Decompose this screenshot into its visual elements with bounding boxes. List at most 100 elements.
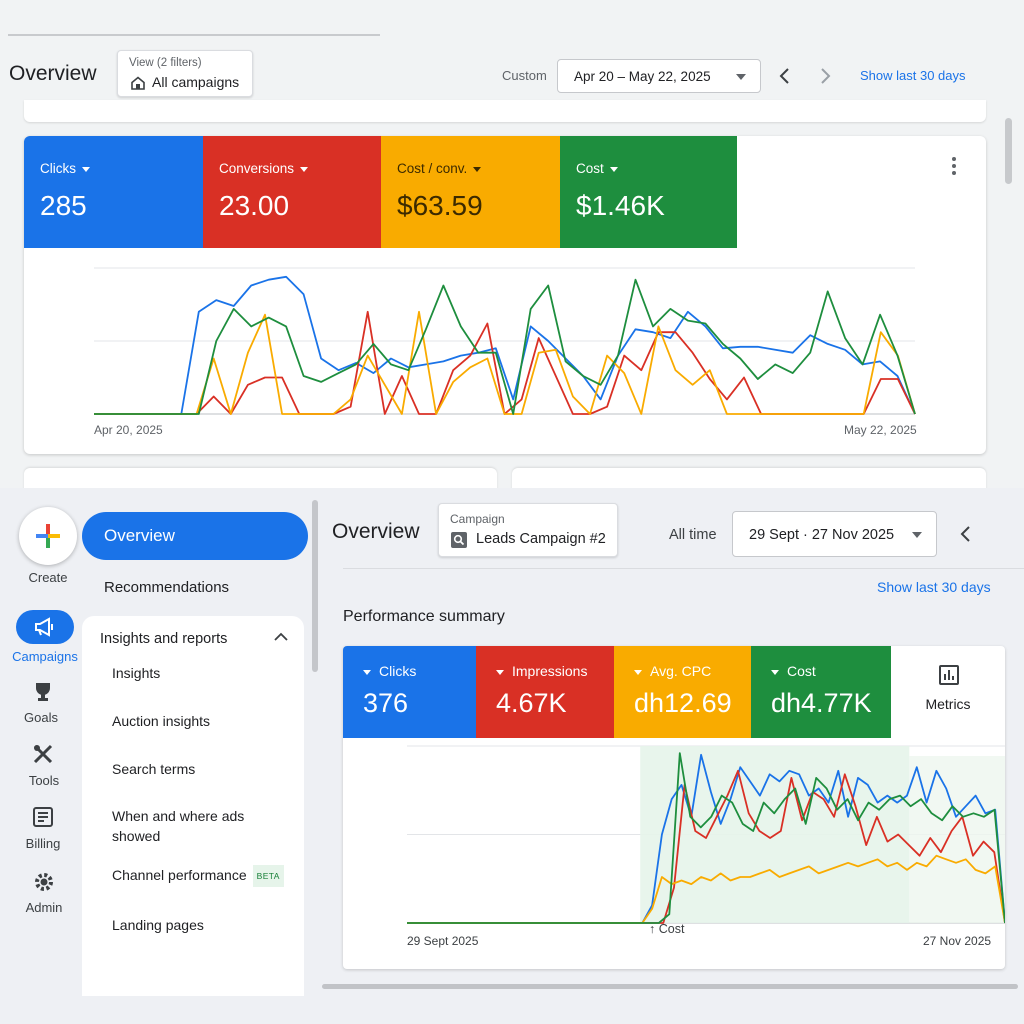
section-title: Performance summary [343,608,505,625]
cost-annotation: ↑ Cost [649,922,685,936]
more-vert-icon[interactable] [950,156,958,176]
caret-down-icon [496,669,504,675]
filter-label: View (2 filters) [129,57,202,69]
create-button[interactable] [19,507,77,565]
avg-cpc-tile[interactable]: Avg. CPC dh12.69 [614,646,751,738]
tile-value: $63.59 [397,190,483,221]
billing-icon[interactable] [31,805,55,829]
tile-label: Cost [787,663,816,679]
tile-value: 4.67K [496,688,567,718]
range-type-label: All time [669,527,717,543]
page-title: Overview [332,520,420,543]
chevron-right-icon[interactable] [815,66,835,86]
impressions-tile[interactable]: Impressions 4.67K [476,646,614,738]
caret-down-icon [771,669,779,675]
nav-insights[interactable]: Insights [112,665,161,681]
caret-down-icon [363,669,371,675]
nav-landing-pages[interactable]: Landing pages [112,917,204,933]
date-range-text: 29 Sept · 27 Nov 2025 [749,527,895,543]
nav-overview-label: Overview [104,526,175,545]
cost-tile[interactable]: Cost $1.46K [560,136,737,248]
caret-down-icon [609,166,618,172]
scrollbar[interactable] [322,984,1018,989]
chevron-up-icon[interactable] [274,632,288,642]
rail-label-goals[interactable]: Goals [24,710,58,725]
divider [343,568,1024,569]
rail-label-admin[interactable]: Admin [25,900,63,915]
rail-label-tools[interactable]: Tools [28,773,60,788]
clicks-tile[interactable]: Clicks 376 [343,646,476,738]
nav-overview[interactable]: Overview [82,512,308,560]
tile-value: 285 [40,190,87,221]
series-line-3 [94,278,916,415]
metrics-label: Metrics [925,696,971,712]
show-last-30-days-link[interactable]: Show last 30 days [877,579,991,595]
tile-label: Clicks [379,663,417,679]
card-stub [512,468,986,488]
nav-recommendations[interactable]: Recommendations [104,579,230,596]
series-line-0 [94,275,916,415]
chevron-left-icon[interactable] [956,524,976,544]
insights-submenu: Insights and reports Insights Auction in… [82,616,304,996]
series-line-3 [407,752,1005,924]
scrollbar[interactable] [1005,118,1012,184]
selection-highlight-tail [909,756,1005,923]
rail-label-billing[interactable]: Billing [25,836,61,851]
tile-label: Cost [576,161,604,176]
nav-auction-insights[interactable]: Auction insights [112,713,211,729]
date-range-picker[interactable]: Apr 20 – May 22, 2025 [557,59,761,93]
x-axis-start-label: 29 Sept 2025 [407,934,479,948]
x-axis-end-label: 27 Nov 2025 [923,934,992,948]
cost-per-conv-tile[interactable]: Cost / conv. $63.59 [381,136,560,248]
tile-value: dh12.69 [634,688,732,718]
chevron-left-icon[interactable] [775,66,795,86]
view-filter-button[interactable]: View (2 filters) All campaigns [117,50,253,97]
tools-icon[interactable] [31,742,55,766]
bar-chart-icon [939,665,959,685]
search-icon [451,532,467,548]
performance-card: Clicks 285 Conversions 23.00 Cost / conv… [24,136,986,454]
caret-down-icon [736,74,746,80]
series-line-1 [94,310,916,415]
metrics-button[interactable]: Metrics [891,646,1005,738]
conversions-tile[interactable]: Conversions 23.00 [203,136,381,248]
campaigns-nav-button[interactable] [16,610,74,644]
cost-annotation-label: Cost [658,922,685,936]
insights-header[interactable]: Insights and reports [100,631,228,647]
trophy-icon[interactable] [31,680,55,704]
tile-value: 23.00 [219,190,290,221]
show-last-30-days-link[interactable]: Show last 30 days [860,68,966,83]
tile-label: Conversions [219,161,295,176]
series-line-2 [94,310,916,415]
scrollbar[interactable] [312,500,318,672]
caret-down-icon [634,669,642,675]
card-stub [24,468,497,488]
top-overview-panel: Overview View (2 filters) All campaigns … [0,0,1024,488]
tile-label: Avg. CPC [650,663,712,679]
gear-icon[interactable] [32,870,56,894]
tile-value: dh4.77K [771,688,872,718]
date-range-picker[interactable]: 29 Sept · 27 Nov 2025 [732,511,937,557]
nav-search-terms[interactable]: Search terms [112,761,196,777]
clicks-tile[interactable]: Clicks 285 [24,136,203,248]
card-strip [24,100,986,122]
megaphone-icon [35,617,53,637]
page-title: Overview [9,62,97,85]
rail-label-create[interactable]: Create [28,570,68,585]
tile-label: Cost / conv. [397,161,468,176]
campaign-filter-button[interactable]: Campaign Leads Campaign #2 [438,503,618,557]
nav-channel-performance[interactable]: Channel performance BETA [112,865,284,888]
performance-summary-card: Clicks 376 Impressions 4.67K Avg. CPC dh… [343,646,1005,969]
caret-down-icon [82,166,90,172]
rail-label-campaigns[interactable]: Campaigns [12,649,78,664]
range-type-label: Custom [502,68,547,83]
plus-icon [36,524,60,548]
caret-down-icon [300,166,309,172]
caret-down-icon [912,532,922,538]
home-icon [131,76,145,90]
beta-badge: BETA [252,865,284,888]
filter-label: Campaign [450,512,505,526]
cost-tile[interactable]: Cost dh4.77K [751,646,891,738]
nav-when-where-ads[interactable]: When and where ads showed [112,808,245,844]
line-chart [407,745,1005,924]
